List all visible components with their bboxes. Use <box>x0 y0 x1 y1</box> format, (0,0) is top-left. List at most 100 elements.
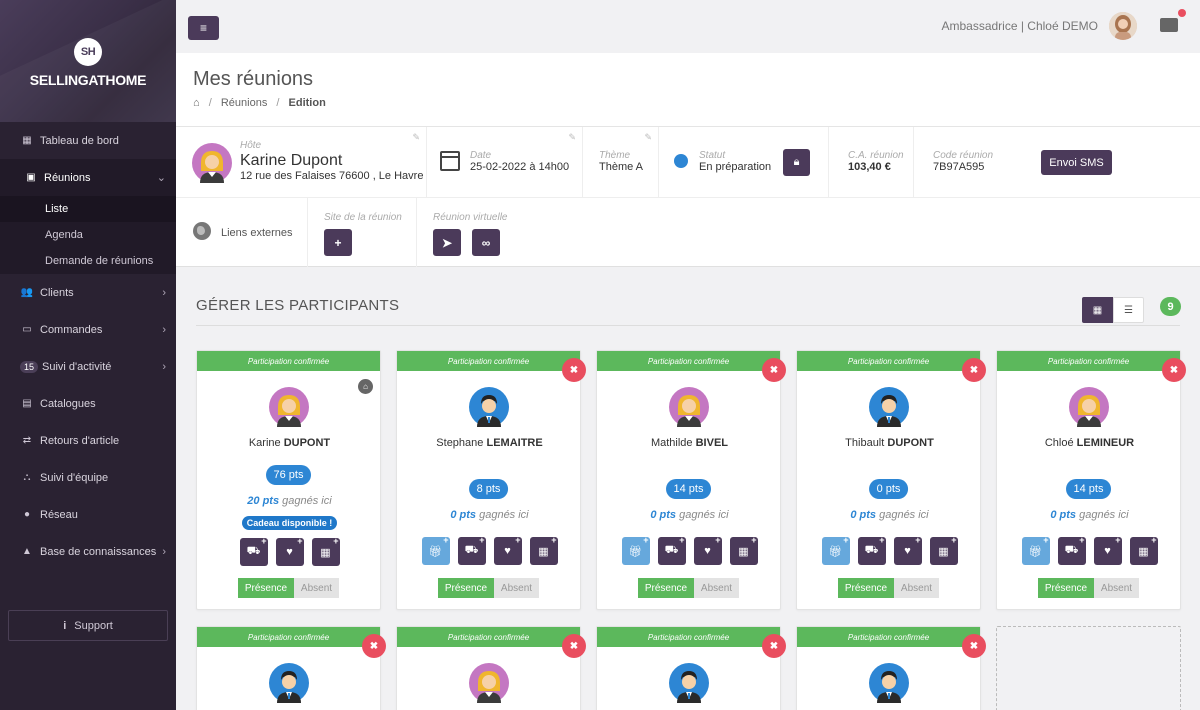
absent-button[interactable]: Absent <box>694 578 739 598</box>
chevron-right-icon: › <box>162 545 166 558</box>
hamburger-icon: ≡ <box>199 21 207 35</box>
sidebar-item-dashboard[interactable]: ▦ Tableau de bord <box>0 122 176 159</box>
sidebar-item-suivi-activite[interactable]: 15 Suivi d'activité › <box>0 348 176 385</box>
add-meeting-button[interactable]: ▦ <box>529 535 558 565</box>
participant-name[interactable]: Karine DUPONT <box>197 437 382 449</box>
sidebar-item-reunions[interactable]: ▣ Réunions ⌄ <box>0 159 176 196</box>
absent-button[interactable]: Absent <box>294 578 339 598</box>
remove-participant-button[interactable]: ✖ <box>562 634 586 658</box>
presence-button[interactable]: Présence <box>1038 578 1094 598</box>
add-order-button[interactable]: ⛟ <box>239 536 268 566</box>
add-gift-button[interactable]: 🎁︎ <box>1021 535 1050 565</box>
remove-participant-button[interactable]: ✖ <box>562 358 586 382</box>
user-avatar[interactable] <box>1109 12 1137 40</box>
confirmed-banner: Participation confirmée <box>397 351 580 371</box>
sidebar-item-retours[interactable]: ⇄ Retours d'article <box>0 422 176 459</box>
add-order-button[interactable]: ⛟ <box>657 535 686 565</box>
add-wishlist-button[interactable]: ♥ <box>693 535 722 565</box>
participant-avatar <box>669 387 709 427</box>
participants-title: GÉRER LES PARTICIPANTS <box>196 297 400 314</box>
support-button[interactable]: i Support <box>8 610 168 641</box>
sidebar-item-catalogues[interactable]: ▤ Catalogues <box>0 385 176 422</box>
remove-participant-button[interactable]: ✖ <box>962 358 986 382</box>
add-wishlist-button[interactable]: ♥ <box>893 535 922 565</box>
add-site-button[interactable]: + <box>324 229 352 256</box>
list-view-button[interactable]: ☰ <box>1113 297 1144 323</box>
grid-icon: ▦ <box>1092 304 1103 316</box>
sidebar-subitem-liste[interactable]: Liste <box>0 196 176 222</box>
pencil-icon[interactable]: ✎ <box>644 132 652 142</box>
add-wishlist-button[interactable]: ♥ <box>493 535 522 565</box>
points-badge: 8 pts <box>468 479 509 499</box>
add-order-button[interactable]: ⛟ <box>857 535 886 565</box>
grid-view-button[interactable]: ▦ <box>1082 297 1113 323</box>
add-gift-button[interactable]: 🎁︎ <box>821 535 850 565</box>
list-icon: ☰ <box>1124 304 1133 316</box>
sidebar-item-clients[interactable]: 👥 Clients › <box>0 274 176 311</box>
book-icon: ▤ <box>22 398 32 409</box>
sidebar-item-commandes[interactable]: ▭ Commandes › <box>0 311 176 348</box>
points-earned-value: 20 pts <box>247 495 280 507</box>
presence-button[interactable]: Présence <box>238 578 294 598</box>
add-meeting-button[interactable]: ▦ <box>311 536 340 566</box>
absent-button[interactable]: Absent <box>1094 578 1139 598</box>
add-gift-button[interactable]: 🎁︎ <box>621 535 650 565</box>
add-order-button[interactable]: ⛟ <box>1057 535 1086 565</box>
meeting-info-panel: Hôte Karine Dupont 12 rue des Falaises 7… <box>176 127 1200 267</box>
sidebar-item-label: Réseau <box>40 508 78 521</box>
send-link-button[interactable]: ➤ <box>433 229 461 256</box>
remove-participant-button[interactable]: ✖ <box>962 634 986 658</box>
theme-value: Thème A <box>599 161 644 173</box>
menu-toggle-button[interactable]: ≡ <box>188 16 219 40</box>
sidebar-item-base-connaissances[interactable]: ▲ Base de connaissances › <box>0 533 176 570</box>
copy-link-button[interactable]: ∞ <box>472 229 500 256</box>
add-participant-placeholder[interactable] <box>996 626 1181 710</box>
breadcrumb-reunions[interactable]: Réunions <box>220 97 268 109</box>
remove-participant-button[interactable]: ✖ <box>762 358 786 382</box>
pencil-icon[interactable]: ✎ <box>412 132 420 142</box>
page-title: Mes réunions <box>193 68 314 90</box>
sidebar-item-reseau[interactable]: ● Réseau <box>0 496 176 533</box>
points-earned-suffix: gagnés ici <box>479 509 529 521</box>
add-wishlist-button[interactable]: ♥ <box>1093 535 1122 565</box>
sidebar-item-suivi-equipe[interactable]: ⛬ Suivi d'équipe <box>0 459 176 496</box>
host-name: Karine Dupont <box>240 152 343 169</box>
topbar: ≡ Ambassadrice | Chloé DEMO <box>176 0 1200 53</box>
links-label: Liens externes <box>221 227 293 239</box>
user-label[interactable]: Ambassadrice | Chloé DEMO <box>941 19 1098 33</box>
heart-icon: ♥ <box>704 545 711 557</box>
participant-name[interactable]: Chloé LEMINEUR <box>997 437 1182 449</box>
lock-icon: 🔒︎ <box>793 156 800 168</box>
add-meeting-button[interactable]: ▦ <box>929 535 958 565</box>
participant-name[interactable]: Thibault DUPONT <box>797 437 982 449</box>
lock-button[interactable]: 🔒︎ <box>783 149 810 176</box>
add-order-button[interactable]: ⛟ <box>457 535 486 565</box>
participant-name[interactable]: Stephane LEMAITRE <box>397 437 582 449</box>
add-meeting-button[interactable]: ▦ <box>729 535 758 565</box>
sidebar-subitem-demande[interactable]: Demande de réunions <box>45 255 154 267</box>
calendar-icon: ▦ <box>320 546 331 559</box>
pencil-icon[interactable]: ✎ <box>568 132 576 142</box>
mail-icon[interactable] <box>1160 18 1178 32</box>
remove-participant-button[interactable]: ✖ <box>762 634 786 658</box>
remove-participant-button[interactable]: ✖ <box>362 634 386 658</box>
absent-button[interactable]: Absent <box>494 578 539 598</box>
presence-button[interactable]: Présence <box>438 578 494 598</box>
close-icon: ✖ <box>369 640 379 652</box>
absent-button[interactable]: Absent <box>894 578 939 598</box>
home-icon[interactable]: ⌂ <box>193 97 200 109</box>
send-sms-button[interactable]: Envoi SMS <box>1041 150 1112 175</box>
add-meeting-button[interactable]: ▦ <box>1129 535 1158 565</box>
presence-button[interactable]: Présence <box>838 578 894 598</box>
participant-name[interactable]: Mathilde BIVEL <box>597 437 782 449</box>
sidebar-item-label: Suivi d'activité <box>42 360 112 373</box>
sidebar-item-label: Catalogues <box>40 397 96 410</box>
remove-participant-button[interactable]: ✖ <box>1162 358 1186 382</box>
add-gift-button[interactable]: 🎁︎ <box>421 535 450 565</box>
add-wishlist-button[interactable]: ♥ <box>275 536 304 566</box>
logo-area[interactable]: SH SELLINGATHOME <box>0 0 176 122</box>
calendar-icon: ▦ <box>738 545 749 558</box>
sidebar-item-label: Réunions <box>44 171 91 184</box>
sidebar-subitem-agenda[interactable]: Agenda <box>45 229 83 241</box>
presence-button[interactable]: Présence <box>638 578 694 598</box>
